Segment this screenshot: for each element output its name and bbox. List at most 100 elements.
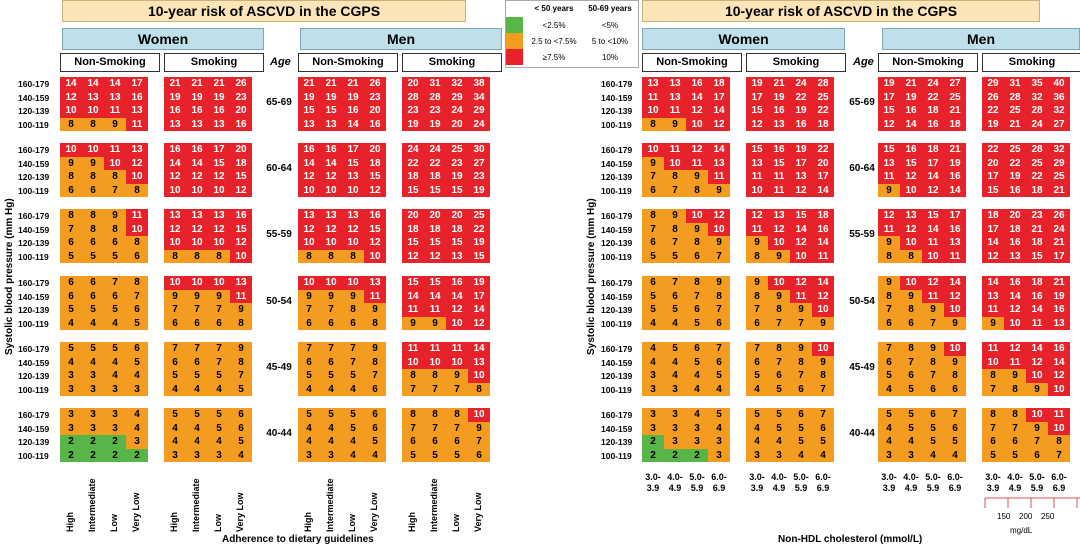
- risk-cell: 14: [790, 222, 812, 236]
- risk-cell: 7: [878, 303, 900, 317]
- risk-cell: 5: [424, 448, 446, 462]
- risk-cell: 11: [746, 170, 768, 184]
- risk-cell: 11: [104, 143, 126, 157]
- risk-cell: 19: [424, 117, 446, 131]
- risk-cell: 5: [60, 342, 82, 356]
- risk-cell: 21: [320, 77, 342, 91]
- risk-cell: 4: [186, 435, 208, 449]
- risk-cell: 10: [686, 117, 708, 131]
- risk-cell: 11: [402, 303, 424, 317]
- risk-cell: 8: [60, 209, 82, 223]
- risk-cell: 5: [900, 382, 922, 396]
- risk-cell: 9: [402, 316, 424, 330]
- sbp-row-label: 160-179: [601, 410, 633, 420]
- risk-cell: 7: [208, 355, 230, 369]
- risk-cell: 3: [664, 408, 686, 422]
- risk-cell: 8: [1004, 382, 1026, 396]
- risk-cell: 26: [364, 77, 386, 91]
- sbp-row-label: 140-159: [601, 423, 633, 434]
- risk-cell: 19: [208, 90, 230, 104]
- risk-cell: 16: [1026, 289, 1048, 303]
- risk-cell: 15: [446, 236, 468, 250]
- risk-cell: 16: [1004, 183, 1026, 197]
- risk-cell: 7: [446, 382, 468, 396]
- risk-cell: 21: [768, 77, 790, 91]
- sbp-row-label: 100-119: [18, 450, 49, 461]
- sbp-row-label: 100-119: [18, 384, 49, 395]
- risk-cell: 25: [1026, 156, 1048, 170]
- risk-cell: 6: [186, 316, 208, 330]
- risk-cell: 4: [320, 382, 342, 396]
- risk-cell: 5: [642, 303, 664, 317]
- risk-cell: 3: [60, 382, 82, 396]
- sbp-row-label: 100-119: [601, 384, 632, 395]
- risk-cell: 6: [708, 355, 730, 369]
- sbp-row-label: 140-159: [18, 357, 50, 368]
- adherence-label: High: [169, 512, 179, 532]
- risk-cell: 9: [104, 117, 126, 131]
- risk-cell: 6: [642, 276, 664, 290]
- risk-cell: 9: [60, 156, 82, 170]
- risk-cell: 12: [768, 222, 790, 236]
- age-label-65-69: 65-69: [266, 97, 292, 108]
- risk-cell: 21: [164, 77, 186, 91]
- sbp-row-label: 160-179: [601, 211, 633, 221]
- adherence-label: Low: [213, 514, 223, 532]
- risk-cell: 19: [342, 90, 364, 104]
- risk-cell: 7: [298, 303, 320, 317]
- risk-cell: 13: [664, 90, 686, 104]
- risk-cell: 8: [126, 236, 148, 250]
- risk-cell: 10: [342, 276, 364, 290]
- risk-cell: 15: [298, 104, 320, 118]
- gender-women-left: Women: [62, 28, 264, 50]
- risk-cell: 16: [164, 104, 186, 118]
- cholesterol-label: 3.0- 3.9: [982, 472, 1004, 494]
- mgdl-unit: mg/dL: [1010, 526, 1033, 535]
- risk-cell: 12: [708, 117, 730, 131]
- risk-cell: 4: [642, 342, 664, 356]
- risk-cell: 15: [320, 104, 342, 118]
- cholesterol-label-high: 5.9: [690, 483, 704, 493]
- age-label-55-59: 55-59: [266, 229, 292, 240]
- risk-cell: 13: [1004, 249, 1026, 263]
- cholesterol-label-high: 6.9: [948, 483, 962, 493]
- risk-cell: 14: [468, 303, 490, 317]
- risk-cell: 10: [790, 249, 812, 263]
- adherence-label: Intermediate: [429, 478, 439, 532]
- risk-cell: 2: [82, 448, 104, 462]
- risk-cell: 5: [746, 369, 768, 383]
- risk-cell: 2: [642, 448, 664, 462]
- risk-cell: 19: [746, 77, 768, 91]
- risk-cell: 10: [186, 236, 208, 250]
- risk-cell: 12: [164, 170, 186, 184]
- risk-cell: 14: [468, 342, 490, 356]
- risk-cell: 17: [878, 90, 900, 104]
- risk-cell: 4: [686, 382, 708, 396]
- risk-cell: 10: [642, 104, 664, 118]
- sbp-row-label: 120-139: [601, 305, 633, 315]
- risk-cell: 6: [746, 355, 768, 369]
- sbp-row-label: 140-159: [18, 224, 50, 235]
- risk-cell: 5: [812, 435, 834, 449]
- cholesterol-label: 5.0- 5.9: [790, 472, 812, 494]
- risk-cell: 22: [790, 90, 812, 104]
- legend-range-50-69: 10%: [601, 53, 618, 62]
- risk-cell: 14: [298, 156, 320, 170]
- risk-cell: 16: [1004, 276, 1026, 290]
- risk-cell: 3: [642, 421, 664, 435]
- risk-cell: 10: [208, 276, 230, 290]
- risk-cell: 14: [446, 289, 468, 303]
- risk-cell: 4: [164, 421, 186, 435]
- risk-cell: 4: [298, 382, 320, 396]
- risk-cell: 7: [126, 289, 148, 303]
- risk-cell: 19: [468, 276, 490, 290]
- risk-cell: 14: [812, 276, 834, 290]
- risk-cell: 9: [230, 303, 252, 317]
- risk-cell: 3: [208, 448, 230, 462]
- risk-cell: 9: [982, 316, 1004, 330]
- risk-cell: 9: [922, 303, 944, 317]
- risk-cell: 10: [186, 276, 208, 290]
- risk-cell: 5: [746, 408, 768, 422]
- risk-cell: 10: [208, 236, 230, 250]
- risk-cell: 18: [364, 156, 386, 170]
